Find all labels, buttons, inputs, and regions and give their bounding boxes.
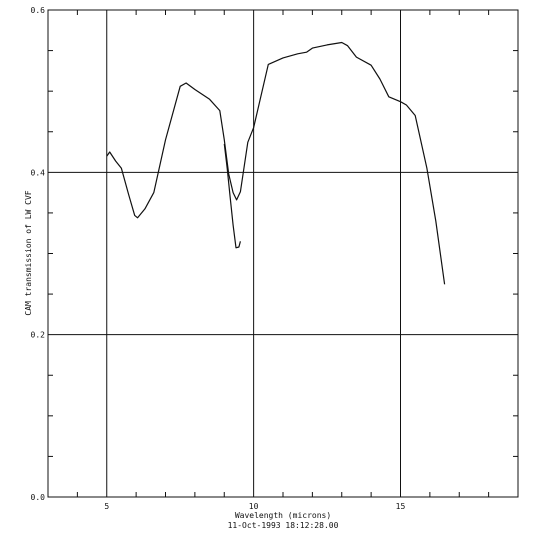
y-tick-label: 0.0 bbox=[31, 493, 46, 502]
x-tick-label: 5 bbox=[104, 502, 109, 511]
timestamp-label: 11-Oct-1993 18:12:28.00 bbox=[228, 521, 339, 530]
x-axis-title: Wavelength (microns) bbox=[235, 511, 331, 520]
axis-ticks bbox=[48, 10, 518, 497]
y-tick-label: 0.2 bbox=[31, 331, 46, 340]
y-tick-label: 0.4 bbox=[31, 168, 46, 177]
x-tick-label: 10 bbox=[249, 502, 259, 511]
series-line bbox=[106, 41, 446, 285]
x-tick-label: 15 bbox=[396, 502, 406, 511]
y-tick-label: 0.6 bbox=[31, 6, 46, 15]
y-axis-title: CAM transmission of LW CVF bbox=[24, 190, 33, 315]
y-tick-labels: 0.0 0.2 0.4 0.6 bbox=[31, 6, 46, 502]
series-lines bbox=[106, 41, 446, 285]
plot-frame bbox=[47, 9, 519, 498]
series-line bbox=[223, 143, 241, 249]
x-tick-labels: 5 10 15 bbox=[104, 502, 405, 511]
grid-lines bbox=[48, 10, 518, 497]
